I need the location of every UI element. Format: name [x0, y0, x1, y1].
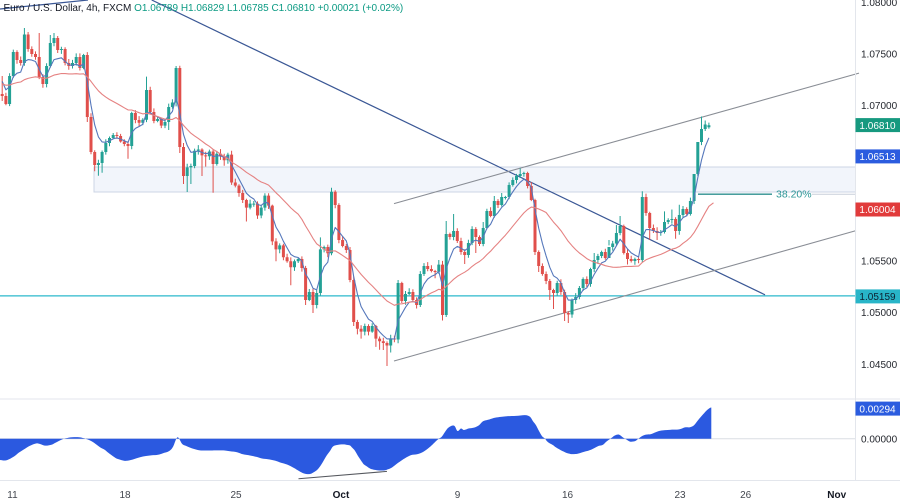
svg-text:Oct: Oct — [333, 490, 350, 501]
svg-text:Euro / U.S. Dollar, 4h, FXCM O: Euro / U.S. Dollar, 4h, FXCM O1.06789 H1… — [4, 3, 404, 14]
svg-text:0.00000: 0.00000 — [861, 434, 898, 445]
svg-text:9: 9 — [455, 490, 461, 501]
svg-text:26: 26 — [740, 490, 752, 501]
svg-text:11: 11 — [7, 490, 18, 501]
svg-text:1.08000: 1.08000 — [861, 0, 898, 9]
svg-text:0.00294: 0.00294 — [859, 404, 896, 415]
svg-text:16: 16 — [562, 490, 574, 501]
svg-text:1.06810: 1.06810 — [859, 121, 896, 132]
svg-text:1.05500: 1.05500 — [861, 256, 898, 267]
svg-text:1.07500: 1.07500 — [861, 49, 898, 60]
svg-text:1.07000: 1.07000 — [861, 101, 898, 112]
svg-text:1.05159: 1.05159 — [859, 292, 896, 303]
svg-text:38.20%: 38.20% — [776, 189, 812, 201]
svg-text:1.04500: 1.04500 — [861, 360, 898, 371]
svg-text:1.05000: 1.05000 — [861, 308, 898, 319]
svg-text:25: 25 — [230, 490, 242, 501]
svg-text:1.06004: 1.06004 — [859, 205, 896, 216]
svg-text:23: 23 — [674, 490, 686, 501]
svg-text:Nov: Nov — [827, 490, 846, 501]
svg-text:18: 18 — [119, 490, 131, 501]
svg-text:1.06513: 1.06513 — [859, 152, 896, 163]
